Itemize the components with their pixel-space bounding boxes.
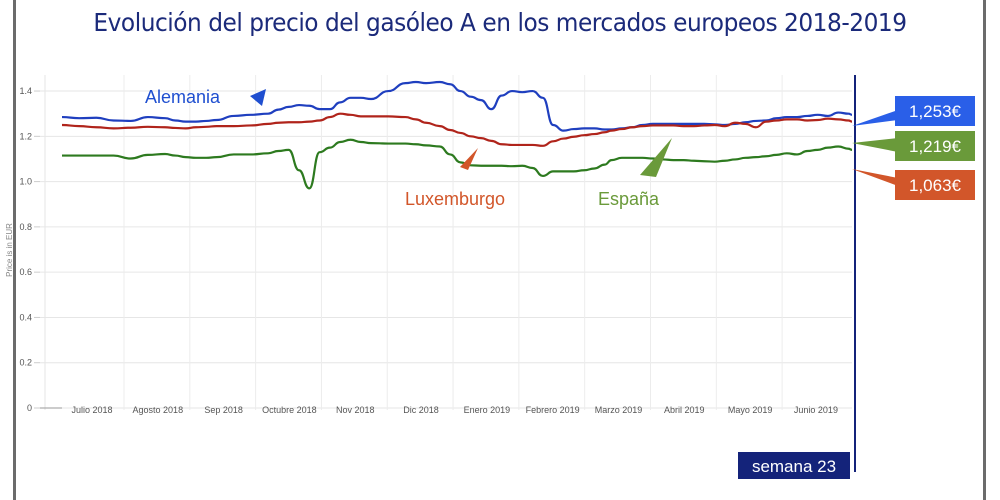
badge-pointer [852,138,898,152]
series-line-luxemburgo [61,112,853,147]
x-tick-label: Junio 2019 [794,405,838,415]
x-tick-label: Sep 2018 [204,405,243,415]
badge-pointer [852,169,898,186]
series-annotations: Alemania Luxemburgo España [145,87,672,209]
series-lines [61,80,853,190]
value-badge-label: 1,253€ [909,102,962,121]
week-marker: semana 23 [738,75,856,479]
x-tick-label: Enero 2019 [464,405,511,415]
value-badge [895,96,975,126]
value-badge [895,170,975,200]
frame-left-border [13,0,16,500]
week-marker-badge [738,452,850,479]
y-tick-label: 1.0 [19,177,32,187]
annotation-label: Luxemburgo [405,189,505,209]
x-tick-label: Dic 2018 [403,405,439,415]
annotation-pointer [460,148,478,170]
value-badge [895,131,975,161]
y-tick-label: 0 [27,403,32,413]
y-tick-label: 1.4 [19,86,32,96]
y-axis-ticks: 0 0.2 0.4 0.6 0.8 1.0 1.2 1.4 [19,86,40,413]
value-badges: 1,253€ 1,219€ 1,063€ [852,96,975,200]
annotation-label: España [598,189,660,209]
x-axis-ticks: Julio 2018 Agosto 2018 Sep 2018 Octubre 201… [40,405,838,415]
y-tick-label: 0.6 [19,267,32,277]
badge-pointer [852,110,898,126]
x-tick-label: Abril 2019 [664,405,705,415]
value-badge-label: 1,063€ [909,176,962,195]
annotation-label: Alemania [145,87,221,107]
x-tick-label: Agosto 2018 [133,405,184,415]
frame-right-border [983,0,986,500]
y-tick-label: 0.4 [19,312,32,322]
x-tick-label: Nov 2018 [336,405,375,415]
x-tick-label: Febrero 2019 [526,405,580,415]
x-tick-label: Marzo 2019 [595,405,643,415]
x-tick-label: Julio 2018 [71,405,112,415]
x-tick-label: Octubre 2018 [262,405,317,415]
y-tick-label: 0.2 [19,358,32,368]
y-tick-label: 0.8 [19,222,32,232]
x-tick-label: Mayo 2019 [728,405,773,415]
y-axis-label: Price is in EUR [5,223,14,277]
week-marker-label: semana 23 [752,457,836,476]
y-tick-label: 1.2 [19,131,32,141]
chart-title: Evolución del precio del gasóleo A en lo… [93,8,907,37]
grid-lines [40,75,852,410]
series-line-espana [62,138,853,190]
annotation-pointer [640,138,672,177]
value-badge-label: 1,219€ [909,137,962,156]
annotation-pointer [250,89,266,106]
